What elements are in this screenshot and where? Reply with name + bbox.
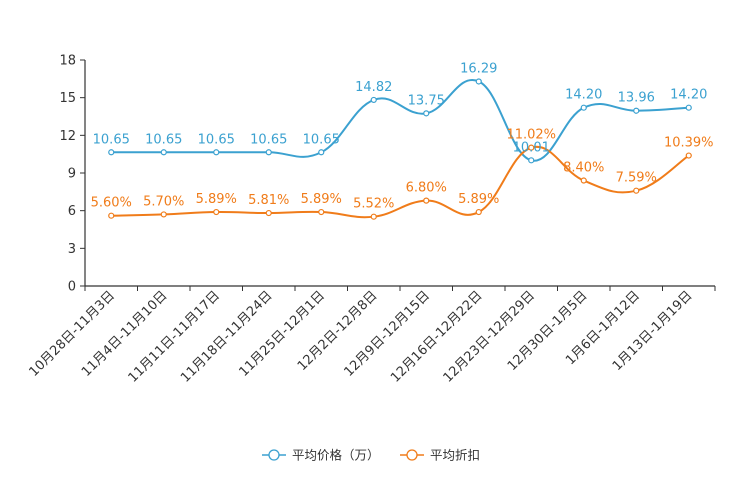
- data-label: 13.75: [408, 93, 445, 108]
- data-label: 11.02%: [506, 128, 556, 143]
- data-label: 7.59%: [616, 171, 657, 186]
- data-point[interactable]: [528, 157, 535, 164]
- data-labels: 10.65 10.65 10.65 10.65 10.65 14.82 13.75 16.29…: [91, 61, 714, 211]
- data-label: 8.40%: [563, 161, 604, 176]
- data-point[interactable]: [108, 149, 115, 156]
- data-point[interactable]: [633, 187, 640, 194]
- data-label: 10.65: [93, 132, 130, 147]
- data-label: 5.52%: [353, 197, 394, 212]
- data-point[interactable]: [633, 107, 640, 114]
- data-point[interactable]: [160, 149, 167, 156]
- y-tick-label: 9: [68, 167, 76, 182]
- data-point[interactable]: [423, 110, 430, 117]
- y-tick-label: 12: [59, 129, 76, 144]
- y-tick-label: 18: [59, 54, 76, 69]
- axes: 036912151810月28日-11月3日11月4日-11月10日11月11日…: [26, 54, 716, 386]
- data-label: 14.20: [670, 88, 707, 103]
- legend[interactable]: 平均价格（万） 平均折扣: [262, 448, 480, 463]
- data-point[interactable]: [318, 149, 325, 156]
- data-label: 10.65: [198, 132, 235, 147]
- data-point[interactable]: [265, 209, 272, 217]
- data-point[interactable]: [580, 104, 587, 111]
- series-2: [108, 144, 692, 220]
- data-label: 14.20: [565, 88, 602, 103]
- data-label: 10.39%: [664, 136, 714, 151]
- data-label: 13.96: [618, 91, 655, 106]
- data-label: 10.65: [303, 132, 340, 147]
- data-point[interactable]: [213, 149, 220, 156]
- y-tick-label: 15: [59, 91, 76, 106]
- data-point[interactable]: [528, 144, 535, 151]
- data-point[interactable]: [685, 104, 692, 111]
- data-point[interactable]: [318, 208, 325, 216]
- x-tick-label: 10月28日-11月3日: [26, 288, 118, 380]
- data-label: 6.80%: [406, 181, 447, 196]
- series-1: [108, 78, 692, 164]
- data-label: 5.81%: [248, 193, 289, 208]
- x-tick-label: 11月18日-11月24日: [178, 288, 275, 385]
- x-tick-label: 11月11日-11月17日: [126, 288, 223, 385]
- y-tick-label: 0: [68, 280, 76, 295]
- series-layer: [108, 78, 692, 220]
- data-point[interactable]: [265, 149, 272, 156]
- data-point[interactable]: [370, 213, 377, 220]
- x-tick-label: 12月16日-12月22日: [388, 288, 485, 385]
- data-point[interactable]: [475, 208, 482, 216]
- data-label: 16.29: [460, 61, 497, 76]
- data-label: 10.65: [250, 132, 287, 147]
- data-point[interactable]: [475, 78, 482, 85]
- y-tick-label: 3: [68, 242, 76, 257]
- y-tick-label: 6: [68, 204, 76, 219]
- data-label: 5.70%: [143, 194, 184, 209]
- data-point[interactable]: [580, 177, 587, 184]
- data-point[interactable]: [160, 211, 167, 218]
- x-tick-label: 12月23日-12月29日: [441, 288, 538, 385]
- data-label: 5.89%: [301, 192, 342, 207]
- legend-item-1[interactable]: 平均价格（万）: [262, 448, 380, 463]
- data-point[interactable]: [108, 212, 115, 219]
- legend-item-2[interactable]: 平均折扣: [400, 448, 480, 463]
- data-point[interactable]: [370, 96, 377, 104]
- data-point[interactable]: [423, 197, 430, 204]
- data-label: 14.82: [355, 80, 392, 95]
- data-point[interactable]: [685, 152, 692, 159]
- data-label: 10.65: [145, 132, 182, 147]
- data-label: 5.60%: [91, 196, 132, 211]
- legend-swatch-marker: [268, 449, 280, 461]
- legend-label: 平均价格（万）: [292, 448, 380, 463]
- data-label: 10.01: [513, 140, 550, 155]
- legend-swatch-marker: [406, 449, 418, 461]
- data-label: 5.89%: [196, 192, 237, 207]
- legend-label: 平均折扣: [430, 448, 480, 463]
- data-point[interactable]: [213, 208, 220, 216]
- data-label: 5.89%: [458, 192, 499, 207]
